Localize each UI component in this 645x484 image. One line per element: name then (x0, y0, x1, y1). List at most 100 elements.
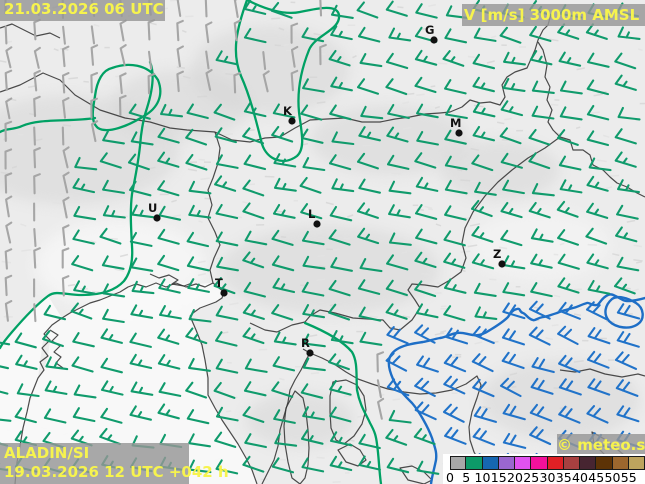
wind-barb (273, 409, 296, 424)
station-label: T (215, 276, 223, 290)
wind-barb (119, 19, 127, 42)
wind-barb (472, 53, 496, 70)
wind-barb (185, 327, 208, 345)
wind-barb (328, 353, 350, 371)
wind-barb (215, 358, 239, 374)
wind-barb (356, 202, 379, 219)
station-marker: M (450, 116, 463, 137)
wind-barb (559, 106, 583, 121)
wind-barb (70, 302, 93, 320)
wind-barb (530, 228, 554, 243)
wind-barb (557, 325, 579, 346)
wind-barb (416, 130, 439, 146)
wind-barb (501, 328, 525, 346)
wind-barb (413, 427, 436, 446)
wind-barb (415, 3, 438, 19)
wind-barb (242, 327, 265, 345)
valid-time-label: 21.03.2026 06 UTC (4, 0, 164, 18)
model-run-label: 19.03.2026 12 UTC +042 h (4, 463, 229, 481)
wind-barb (5, 221, 13, 244)
wind-barb (501, 351, 525, 370)
wind-barb (43, 408, 67, 424)
wind-barb (328, 154, 352, 171)
wind-barb (386, 457, 410, 474)
wind-barb (444, 205, 467, 221)
wind-barb (499, 377, 522, 398)
wind-barb (300, 383, 324, 399)
legend-tick-label: 10 (474, 470, 491, 484)
wind-barb (4, 25, 8, 45)
wind-barb (331, 178, 355, 193)
wind-barb (271, 255, 295, 272)
wind-barb (244, 358, 268, 373)
wind-barb (388, 27, 412, 42)
wind-barb (33, 126, 36, 146)
wind-barb (205, 21, 213, 44)
wind-barb (4, 172, 13, 194)
wind-barb (4, 69, 13, 92)
wind-barb (73, 384, 97, 399)
legend-tick-label: 45 (588, 470, 605, 484)
wind-barb (443, 375, 466, 395)
wind-barb (377, 397, 385, 420)
wind-barb (586, 130, 610, 147)
wind-barb (500, 100, 524, 117)
wind-barb (45, 356, 69, 371)
station-marker: R (301, 336, 314, 357)
wind-barb (529, 25, 552, 42)
station-marker: Z (493, 247, 506, 268)
speed-color-legend: 0 5 10 15 20 25 30 35 40 45 50 55 (443, 454, 645, 484)
wind-barb (301, 457, 325, 473)
wind-barb (502, 302, 526, 320)
wind-barb (359, 331, 383, 346)
wind-barb (233, 19, 242, 42)
wind-barb (587, 327, 611, 345)
wind-barb (73, 205, 97, 221)
wind-barb (586, 253, 609, 270)
wind-barb (586, 104, 610, 121)
wind-barb (61, 72, 70, 94)
wind-barb (444, 327, 469, 345)
wind-barb (301, 281, 325, 297)
wind-barb (233, 0, 239, 18)
wind-barb (385, 0, 408, 17)
wind-barb (130, 257, 154, 272)
wind-barb (499, 127, 522, 145)
wind-barb (4, 120, 13, 142)
wind-barb (300, 429, 324, 445)
legend-tick-label: 15 (490, 470, 507, 484)
wind-barb (160, 103, 184, 118)
wind-barb (14, 407, 37, 424)
wind-barb (356, 78, 380, 95)
station-marker: T (215, 276, 228, 297)
wind-barb (385, 352, 408, 372)
wind-barb (90, 25, 96, 45)
wind-barb (376, 351, 385, 373)
wind-barb (290, 45, 299, 68)
wind-barb (587, 378, 611, 396)
station-marker: G (425, 23, 438, 44)
wind-barb (444, 129, 467, 145)
wind-barb (74, 156, 98, 171)
wind-barb (33, 147, 41, 169)
wind-barb (331, 131, 355, 146)
wind-barb (443, 305, 466, 322)
wind-barb (614, 151, 637, 168)
legend-swatch (498, 456, 515, 470)
wind-barb (242, 303, 265, 320)
wind-barb (273, 331, 297, 346)
station-marker: K (283, 104, 296, 125)
wind-barb (33, 227, 37, 248)
wind-barb (157, 180, 180, 197)
wind-barb (33, 46, 41, 69)
legend-swatch (628, 456, 645, 470)
wind-barb (62, 224, 70, 246)
wind-barb (616, 303, 641, 320)
wind-barb (330, 25, 353, 41)
wind-barb (614, 74, 637, 91)
wind-barb (186, 103, 209, 120)
wind-barb (62, 25, 66, 45)
wind-barb (61, 275, 70, 297)
wind-barb (528, 152, 551, 170)
